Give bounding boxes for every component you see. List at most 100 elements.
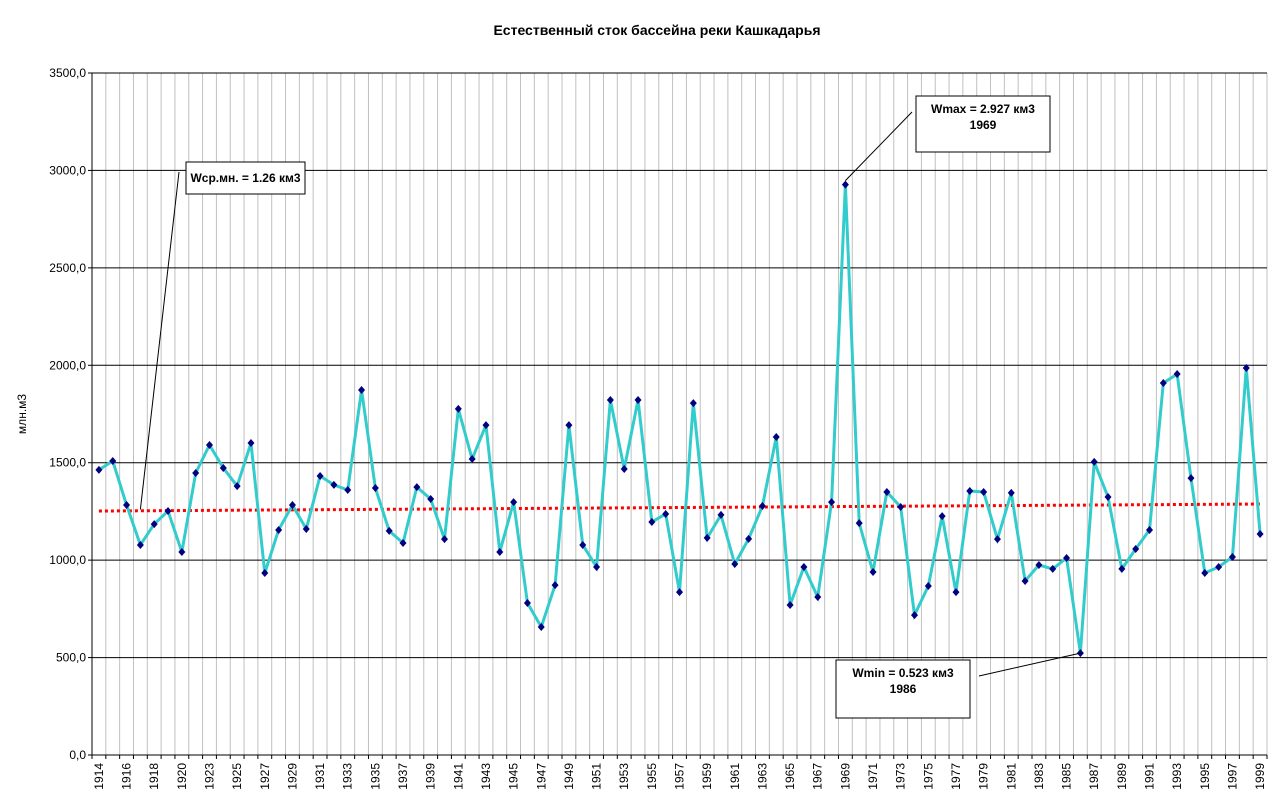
data-point-1985	[1063, 553, 1071, 562]
x-tick-label: 1983	[1032, 763, 1046, 790]
data-point-1929	[288, 500, 296, 509]
data-point-1935	[371, 484, 379, 493]
x-tick-label: 1977	[949, 763, 963, 790]
data-point-1955	[648, 517, 656, 526]
data-point-1963	[758, 501, 766, 510]
data-point-1942	[468, 455, 476, 464]
data-point-1991	[1146, 525, 1153, 534]
annotation-leader-max	[845, 111, 913, 182]
annotation-leader-min	[978, 652, 1081, 677]
x-tick-label: 1995	[1198, 763, 1212, 790]
data-point-1961	[731, 560, 739, 569]
data-point-1918	[150, 520, 158, 529]
data-point-1997	[1228, 553, 1236, 562]
data-point-1948	[551, 581, 559, 590]
annotation-box-min	[835, 659, 971, 719]
data-point-1938	[413, 483, 421, 492]
x-tick-label: 1935	[368, 763, 382, 790]
data-point-1992	[1159, 379, 1167, 388]
x-tick-label: 1987	[1087, 763, 1101, 790]
axes: 0,0 500,0 1000,0 1500,0 2000,0 2500,0 3000,0 35…	[49, 66, 1268, 790]
data-point-1954	[634, 395, 642, 404]
data-point-1973	[897, 502, 905, 511]
x-tick-label: 1920	[175, 763, 189, 790]
data-point-1959	[703, 533, 711, 542]
data-point-1995	[1201, 569, 1209, 578]
x-tick-label: 1914	[92, 763, 106, 790]
data-point-1927	[261, 569, 269, 578]
y-tick-label: 1000,0	[49, 553, 86, 567]
data-point-1996	[1215, 562, 1223, 571]
annotation-leader-mean	[139, 171, 180, 510]
data-point-1920	[178, 547, 186, 556]
data-point-1943	[482, 421, 490, 430]
x-tick-label: 1918	[147, 763, 161, 790]
data-point-1941	[454, 404, 462, 413]
x-tick-label: 1993	[1170, 763, 1184, 790]
data-point-1960	[717, 510, 725, 519]
annotation-text-min: Wmin = 0.523 км3	[852, 666, 954, 680]
x-tick-label: 1955	[645, 763, 659, 790]
data-point-1979	[980, 487, 988, 496]
data-point-1969	[841, 180, 849, 189]
data-point-1925	[233, 482, 241, 491]
x-tick-label: 1979	[977, 763, 991, 790]
data-point-1980	[993, 535, 1001, 544]
data-point-1994	[1187, 474, 1195, 483]
data-point-1968	[828, 498, 836, 507]
data-point-1930	[302, 524, 310, 533]
x-tick-label: 1965	[783, 763, 797, 790]
data-point-1962	[745, 534, 753, 543]
x-tick-label: 1943	[479, 763, 493, 790]
annotation-box-max	[915, 95, 1051, 153]
data-point-1964	[772, 432, 780, 441]
data-point-1917	[136, 540, 144, 549]
series-line	[98, 184, 1262, 654]
data-point-1993	[1173, 370, 1181, 379]
data-point-1953	[620, 464, 628, 473]
data-point-1956	[662, 509, 670, 518]
data-point-1988	[1104, 493, 1112, 502]
annotation-text-max: 1969	[970, 118, 997, 132]
x-tick-label: 1963	[755, 763, 769, 790]
data-point-1922	[192, 469, 200, 478]
x-tick-label: 1967	[811, 763, 825, 790]
x-tick-label: 1953	[617, 763, 631, 790]
data-point-1932	[330, 480, 338, 489]
x-tick-label: 1961	[728, 763, 742, 790]
x-tick-label: 1973	[894, 763, 908, 790]
data-point-1934	[358, 386, 366, 395]
x-tick-label: 1941	[451, 763, 465, 790]
annotations: Wср.мн. = 1.26 км3 Wmax = 2.927 км3 1969 Wm…	[139, 95, 1081, 719]
data-point-1978	[966, 486, 974, 495]
x-tick-label: 1939	[424, 763, 438, 790]
x-tick-label: 1929	[285, 763, 299, 790]
y-tick-label: 1500,0	[49, 456, 86, 470]
data-point-1958	[689, 399, 697, 408]
data-point-1926	[247, 439, 255, 448]
data-point-1923	[206, 440, 213, 449]
x-tick-label: 1989	[1115, 763, 1129, 790]
annotation-text-max: Wmax = 2.927 км3	[931, 102, 1035, 116]
data-point-1915	[109, 456, 117, 465]
x-tick-label: 1975	[921, 763, 935, 790]
series	[95, 180, 1264, 658]
data-point-1999	[1256, 530, 1264, 539]
x-tick-label: 1981	[1004, 763, 1018, 790]
y-tick-label: 2000,0	[49, 358, 86, 372]
data-point-1966	[800, 562, 808, 571]
x-tick-label: 1923	[203, 763, 217, 790]
y-axis-label: млн.м3	[15, 394, 29, 434]
annotation-text-mean: Wср.мн. = 1.26 км3	[190, 171, 300, 185]
x-tick-label: 1999	[1253, 763, 1267, 790]
data-point-1949	[565, 421, 573, 430]
data-point-1976	[938, 512, 946, 521]
chart-title: Естественный сток бассейна реки Кашкадар…	[493, 22, 820, 38]
data-point-1931	[316, 471, 324, 480]
data-point-1919	[164, 507, 172, 516]
data-point-1957	[676, 588, 683, 597]
x-tick-label: 1997	[1225, 763, 1239, 790]
data-point-1939	[427, 494, 435, 503]
data-point-1975	[924, 582, 932, 591]
